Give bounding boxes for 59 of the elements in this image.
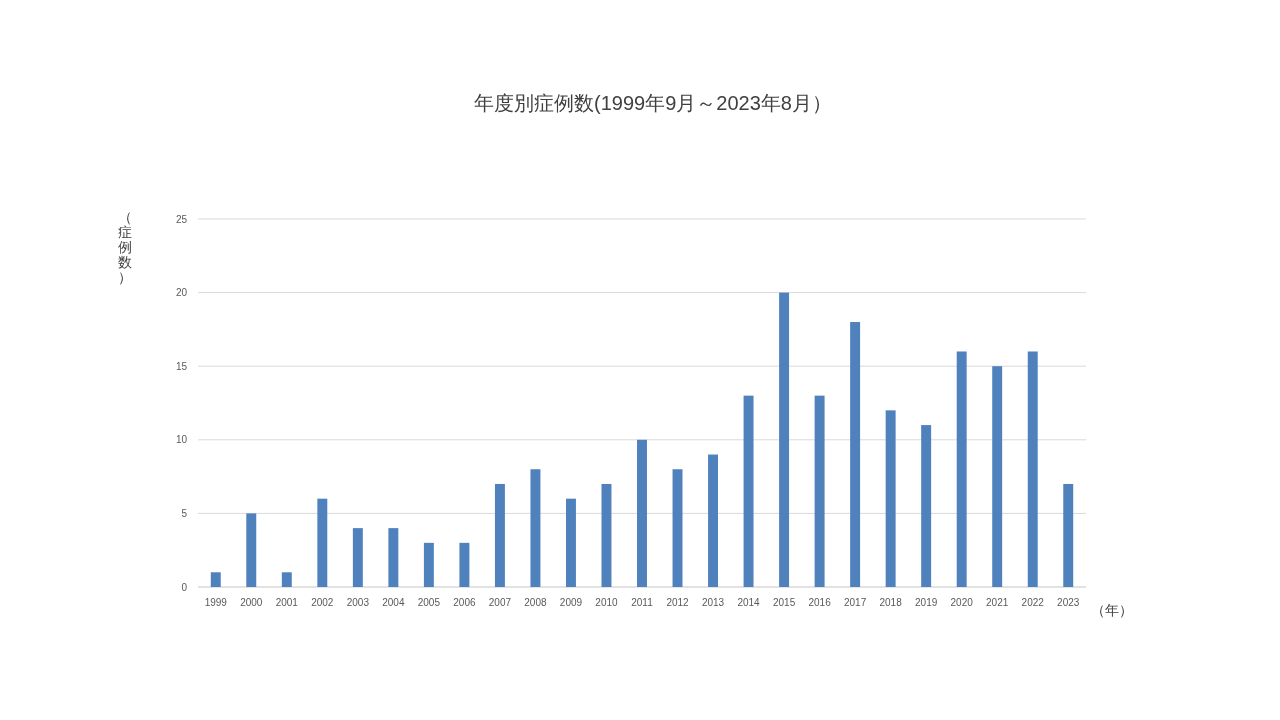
bar — [779, 292, 790, 587]
x-tick-label: 2019 — [915, 597, 938, 608]
bar — [1027, 351, 1038, 587]
bar — [388, 528, 399, 587]
x-tick-label: 2021 — [986, 597, 1009, 608]
bar — [281, 572, 292, 587]
x-tick-label: 2001 — [275, 597, 299, 608]
bar — [423, 542, 434, 587]
x-tick-label: 2020 — [950, 597, 974, 608]
x-tick-label: 2013 — [701, 597, 725, 608]
bar — [601, 483, 612, 587]
x-tick-label: 2006 — [453, 597, 476, 608]
x-tick-label: 2014 — [737, 597, 761, 608]
x-tick-label: 2012 — [666, 597, 690, 608]
bar — [317, 498, 328, 587]
x-tick-label: 2011 — [631, 597, 654, 608]
bar — [672, 469, 683, 587]
x-axis-title: （年） — [1091, 602, 1133, 618]
x-tick-label: 2017 — [843, 597, 867, 608]
bar — [956, 351, 967, 587]
bar — [814, 395, 825, 587]
bar — [992, 366, 1003, 587]
bar — [246, 513, 257, 587]
x-tick-label: 2009 — [559, 597, 583, 608]
y-tick-label: 0 — [181, 581, 188, 593]
x-tick-label: 2008 — [524, 597, 547, 608]
x-tick-label: 1999 — [204, 597, 228, 608]
x-tick-label: 2010 — [595, 597, 619, 608]
x-tick-label: 2004 — [382, 597, 405, 608]
bar — [708, 454, 719, 587]
bar — [565, 498, 576, 587]
bar — [1063, 483, 1074, 587]
x-tick-label: 2015 — [772, 597, 796, 608]
x-tick-label: 2000 — [240, 597, 263, 608]
bar — [352, 528, 363, 587]
y-tick-label: 10 — [175, 434, 188, 446]
x-tick-label: 2022 — [1021, 597, 1045, 608]
x-tick-label: 2023 — [1057, 597, 1080, 608]
bar — [743, 395, 754, 587]
x-tick-label: 2002 — [311, 597, 334, 608]
x-tick-label: 2003 — [346, 597, 370, 608]
bar — [850, 322, 861, 587]
bar — [459, 542, 470, 587]
bar — [210, 572, 221, 587]
bar — [494, 483, 505, 587]
bar — [921, 425, 932, 587]
x-tick-label: 2016 — [808, 597, 832, 608]
x-tick-label: 2007 — [488, 597, 512, 608]
bar — [885, 410, 896, 587]
x-tick-label: 2018 — [879, 597, 903, 608]
bar — [530, 469, 541, 587]
chart-title: 年度別症例数(1999年9月～2023年8月） — [474, 92, 832, 114]
y-tick-label: 5 — [181, 507, 188, 519]
x-tick-label: 2005 — [417, 597, 441, 608]
bar — [637, 439, 647, 587]
y-tick-label: 20 — [175, 287, 188, 299]
y-tick-label: 25 — [175, 213, 188, 225]
y-tick-label: 15 — [175, 360, 188, 372]
y-axis-title: （症例数） — [118, 209, 132, 285]
